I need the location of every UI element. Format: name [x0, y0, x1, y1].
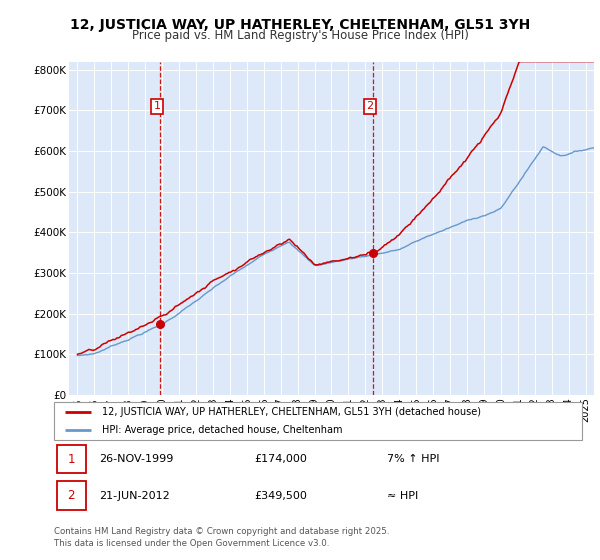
Text: £174,000: £174,000	[254, 454, 308, 464]
Text: HPI: Average price, detached house, Cheltenham: HPI: Average price, detached house, Chel…	[101, 425, 342, 435]
Text: 12, JUSTICIA WAY, UP HATHERLEY, CHELTENHAM, GL51 3YH: 12, JUSTICIA WAY, UP HATHERLEY, CHELTENH…	[70, 18, 530, 32]
Bar	[56, 445, 86, 473]
Text: 2: 2	[367, 101, 374, 111]
Text: 1: 1	[67, 452, 75, 466]
Text: 26-NOV-1999: 26-NOV-1999	[99, 454, 173, 464]
Text: 12, JUSTICIA WAY, UP HATHERLEY, CHELTENHAM, GL51 3YH (detached house): 12, JUSTICIA WAY, UP HATHERLEY, CHELTENH…	[101, 407, 481, 417]
Text: 2: 2	[67, 489, 75, 502]
Text: Price paid vs. HM Land Registry's House Price Index (HPI): Price paid vs. HM Land Registry's House …	[131, 29, 469, 42]
Bar	[56, 482, 86, 510]
Text: Contains HM Land Registry data © Crown copyright and database right 2025.
This d: Contains HM Land Registry data © Crown c…	[54, 527, 389, 548]
Text: £349,500: £349,500	[254, 491, 308, 501]
Text: 7% ↑ HPI: 7% ↑ HPI	[386, 454, 439, 464]
Text: ≈ HPI: ≈ HPI	[386, 491, 418, 501]
Text: 21-JUN-2012: 21-JUN-2012	[99, 491, 170, 501]
Text: 1: 1	[154, 101, 161, 111]
